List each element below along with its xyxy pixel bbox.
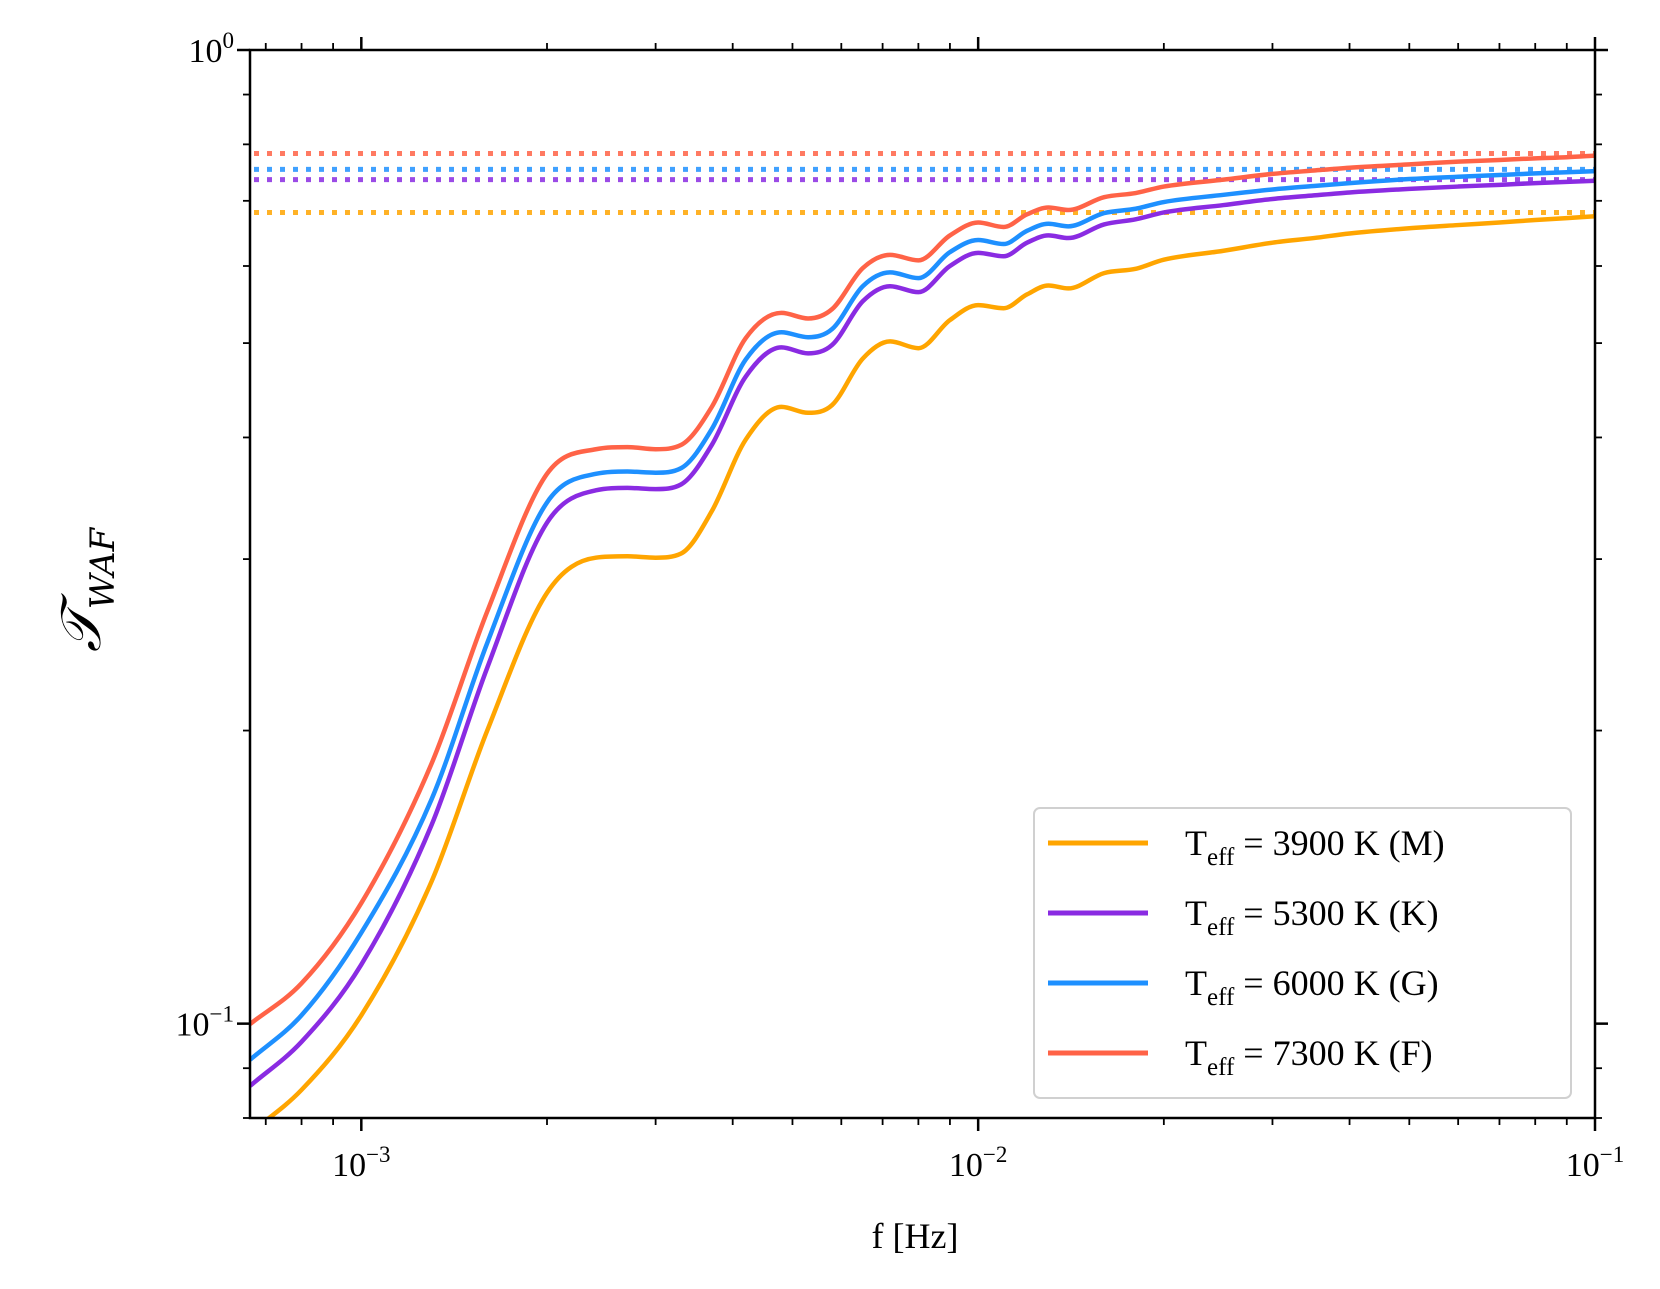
x-tick-label-1: 10−3 [332,1142,390,1184]
x-tick-label-3: 10−1 [1566,1142,1624,1184]
y-axis-label-subscript: WAF [83,526,123,609]
y-tick-label-1: 100 [189,28,235,70]
x-axis-label: f [Hz] [872,1216,959,1256]
legend: Teff = 3900 K (M) Teff = 5300 K (K) Teff =… [1033,807,1572,1099]
legend-label-2: Teff = 5300 K (K) [1185,893,1439,941]
series-line-3 [250,168,1595,1062]
plot-area [250,150,1595,1118]
legend-label-4: Teff = 7300 K (F) [1185,1033,1433,1081]
y-tick-label-2: 10−1 [176,1002,234,1044]
series-line-1 [265,213,1595,1118]
series-line-2 [250,178,1595,1088]
legend-label-3: Teff = 6000 K (G) [1185,963,1439,1011]
series-line-4 [250,153,1595,1026]
legend-box [1033,807,1572,1099]
plot-frame [248,48,1597,1120]
axis-ticks: 10−3 10−2 10−1 100 10−1 [176,28,1625,1184]
x-tick-label-2: 10−2 [949,1142,1007,1184]
legend-label-1: Teff = 3900 K (M) [1185,823,1445,871]
